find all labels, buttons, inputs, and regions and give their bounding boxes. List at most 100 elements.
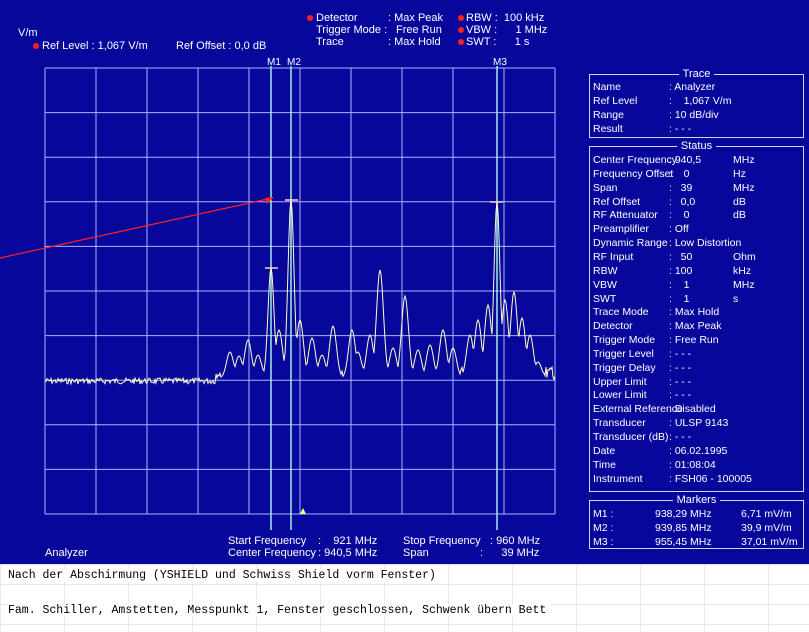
status-row: Trace Mode: Max Hold: [593, 307, 800, 318]
markers-panel: Markers M1 : 938,29 MHz 6,71 mV/m M2 : 939,8…: [589, 494, 804, 549]
status-row: Ref Level: 1,067 V/m: [593, 94, 800, 107]
row-v: : 0: [669, 167, 690, 180]
row-v: : - - -: [669, 375, 692, 388]
row-k: RF Attenuator: [593, 209, 658, 222]
analyzer-screen: V/m Ref Level : 1,067 V/m Ref Offset : 0…: [0, 0, 809, 564]
row-v: : Low Distortion: [669, 237, 742, 250]
row-k: Instrument: [593, 472, 643, 485]
row-v: : - - -: [669, 389, 692, 402]
row-u: MHz: [733, 278, 755, 291]
row-k: Name: [593, 81, 622, 93]
row-v: : 1: [669, 292, 690, 305]
plot-grid: [44, 67, 556, 515]
status-row: Center Frequency: 940,5 MHz: [593, 155, 800, 166]
row-k: Trigger Level: [593, 347, 654, 360]
row-v: : 1: [669, 278, 690, 291]
status-row: Preamplifier: Off: [593, 224, 800, 235]
row-k: Trace Mode: [593, 306, 649, 319]
row-k: RF Input: [593, 250, 634, 263]
row-v: : 10 dB/div: [669, 108, 719, 121]
row-u: Hz: [733, 167, 746, 180]
status-row: Instrument : FSH06 - 100005: [593, 472, 800, 485]
ref-level: Ref Level : 1,067 V/m: [42, 40, 148, 52]
row-v: : 0: [669, 209, 690, 222]
row-u: kHz: [733, 264, 752, 277]
row-v: : 940,5: [669, 154, 702, 166]
row-k: Center Frequency: [593, 154, 678, 166]
window-label: Analyzer: [45, 547, 88, 559]
row-v: : 39: [669, 181, 693, 194]
row-k: External Reference: [593, 403, 683, 416]
status-row: Trigger Level : - - -: [593, 347, 800, 360]
status-panel: Status Center Frequency: 940,5 MHz Frequen…: [589, 140, 804, 492]
status-row: Transducer: ULSP 9143: [593, 418, 800, 429]
trace-value: : Max Hold: [388, 36, 441, 48]
row-u: s: [733, 292, 739, 305]
row-u: Ohm: [733, 250, 756, 263]
row-v: : - - -: [669, 431, 692, 443]
marker-label-m2: M2: [287, 57, 301, 68]
status-row: Dynamic Range: Low Distortion: [593, 238, 800, 249]
rbw-dot: [458, 15, 464, 21]
status-row: Lower Limit : - - -: [593, 390, 800, 401]
status-row: RF Attenuator: 0 dB: [593, 210, 800, 221]
unit-label: V/m: [18, 27, 38, 39]
swt-dot: [458, 39, 464, 45]
status-row: Span: 39 MHz: [593, 181, 800, 194]
row-v: : Free Run: [669, 334, 719, 347]
status-row: Name: Analyzer: [593, 82, 800, 93]
row-k: Trigger Delay: [593, 361, 656, 374]
row-k: Lower Limit: [593, 389, 647, 402]
status-row: Ref Offset: 0,0 dB: [593, 195, 800, 208]
row-v: : 50: [669, 250, 693, 263]
row-a: 37,01 mV/m: [741, 535, 798, 548]
ref-offset: Ref Offset : 0,0 dB: [176, 40, 267, 52]
row-u: dB: [733, 195, 746, 208]
marker-label-m3: M3: [493, 57, 507, 68]
status-row: Trigger Mode : Free Run: [593, 335, 800, 346]
row-v: : Disabled: [669, 403, 716, 416]
row-k: Ref Level: [593, 94, 638, 107]
detector-dot: [307, 15, 313, 21]
marker-row: M3 : 955,45 MHz 37,01 mV/m: [593, 535, 800, 548]
row-k: SWT: [593, 292, 617, 305]
span-label: Span: [403, 547, 429, 559]
marker-label-m1: M1: [267, 57, 281, 68]
row-k: Trigger Mode: [593, 334, 656, 347]
status-row: VBW : 1 MHz: [593, 278, 800, 291]
trigger-mode-label: Trigger Mode :: [316, 24, 388, 36]
row-v: : 100: [669, 264, 693, 277]
marker-row: M2 : 939,85 MHz 39,9 mV/m: [593, 521, 800, 534]
row-v: : FSH06 - 100005: [669, 472, 752, 485]
spectrum-plot: [0, 66, 556, 530]
row-k: M1 :: [593, 508, 614, 520]
row-k: VBW: [593, 278, 617, 291]
status-row: SWT : 1 s: [593, 292, 800, 305]
status-row: Time: 01:08:04: [593, 458, 800, 471]
start-frequency-value: : 921 MHz: [318, 535, 378, 547]
comment-line-2: Fam. Schiller, Amstetten, Messpunkt 1, F…: [8, 604, 551, 617]
row-k: Result: [593, 122, 623, 135]
status-row: Transducer (dB): - - -: [593, 432, 800, 443]
status-row: Trigger Delay : - - -: [593, 361, 800, 374]
row-v: : 0,0: [669, 195, 696, 208]
trace-panel: Trace Name: Analyzer Ref Level: 1,067 V/m…: [589, 68, 804, 138]
row-f: 955,45 MHz: [655, 535, 712, 548]
trace-panel-title: Trace: [678, 68, 715, 80]
row-v: : - - -: [669, 347, 692, 360]
status-row: External Reference: Disabled: [593, 404, 800, 415]
row-v: : Off: [669, 223, 689, 236]
row-k: Transducer (dB): [593, 431, 669, 443]
status-row: Upper Limit: - - -: [593, 375, 800, 388]
rbw-value: RBW : 100 kHz: [466, 12, 545, 24]
row-v: : - - -: [669, 361, 692, 374]
ref-level-dot: [33, 43, 39, 49]
vbw-dot: [458, 27, 464, 33]
comment-area: Nach der Abschirmung (YSHIELD und Schwis…: [0, 564, 809, 632]
stop-frequency-value: : 960 MHz: [490, 535, 541, 547]
row-v: : 01:08:04: [669, 458, 716, 471]
stop-frequency-label: Stop Frequency: [403, 535, 481, 547]
row-k: M2 :: [593, 521, 614, 534]
row-v: : 06.02.1995: [669, 444, 728, 457]
comment-line-1: Nach der Abschirmung (YSHIELD und Schwis…: [8, 569, 440, 582]
